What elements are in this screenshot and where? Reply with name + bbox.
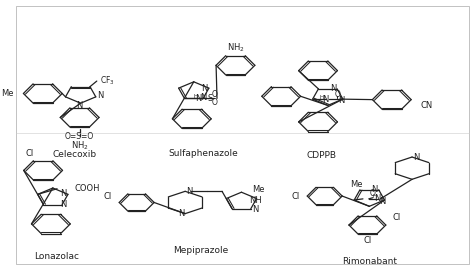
Text: H: H bbox=[319, 95, 323, 100]
Text: O: O bbox=[370, 189, 375, 198]
Text: Me: Me bbox=[252, 185, 264, 195]
Text: NH$_2$: NH$_2$ bbox=[71, 139, 89, 152]
Text: N: N bbox=[322, 95, 328, 104]
Text: CDPPB: CDPPB bbox=[307, 151, 337, 160]
Text: Me: Me bbox=[350, 180, 362, 189]
Text: N: N bbox=[195, 94, 202, 103]
Text: N: N bbox=[374, 194, 380, 203]
Text: CF$_3$: CF$_3$ bbox=[100, 74, 115, 87]
Text: N: N bbox=[338, 96, 344, 105]
Text: Rimonabant: Rimonabant bbox=[342, 257, 397, 266]
Text: N: N bbox=[98, 91, 104, 100]
Text: N: N bbox=[200, 93, 206, 102]
Text: N: N bbox=[201, 84, 208, 93]
Text: NH: NH bbox=[249, 196, 262, 205]
Text: Mepiprazole: Mepiprazole bbox=[173, 246, 228, 255]
Text: Cl: Cl bbox=[392, 213, 401, 222]
Text: N: N bbox=[379, 197, 386, 206]
Text: N: N bbox=[329, 84, 336, 93]
Text: CN: CN bbox=[421, 101, 433, 110]
Text: N: N bbox=[61, 189, 67, 198]
Text: O=S=O: O=S=O bbox=[65, 132, 94, 142]
Text: Cl: Cl bbox=[25, 149, 34, 158]
Text: Cl: Cl bbox=[291, 192, 300, 200]
Text: Cl: Cl bbox=[103, 192, 111, 201]
Text: H: H bbox=[373, 193, 377, 199]
Text: N: N bbox=[178, 209, 184, 218]
Text: N: N bbox=[186, 187, 192, 196]
Text: Me: Me bbox=[1, 89, 14, 98]
Text: O: O bbox=[335, 90, 341, 99]
Text: Celecoxib: Celecoxib bbox=[53, 150, 97, 159]
Text: N: N bbox=[413, 152, 419, 162]
Text: H: H bbox=[193, 94, 197, 99]
Text: O: O bbox=[211, 98, 218, 107]
Text: N: N bbox=[371, 185, 378, 194]
Text: O: O bbox=[211, 90, 218, 99]
Text: N: N bbox=[252, 205, 258, 214]
Text: Sulfaphenazole: Sulfaphenazole bbox=[169, 149, 238, 158]
Text: NH$_2$: NH$_2$ bbox=[227, 42, 244, 54]
Text: N: N bbox=[76, 101, 83, 110]
Text: N: N bbox=[60, 199, 66, 209]
Text: Cl: Cl bbox=[363, 236, 372, 245]
Text: S: S bbox=[207, 94, 212, 103]
Text: COOH: COOH bbox=[74, 184, 100, 193]
Text: Lonazolac: Lonazolac bbox=[34, 252, 79, 261]
